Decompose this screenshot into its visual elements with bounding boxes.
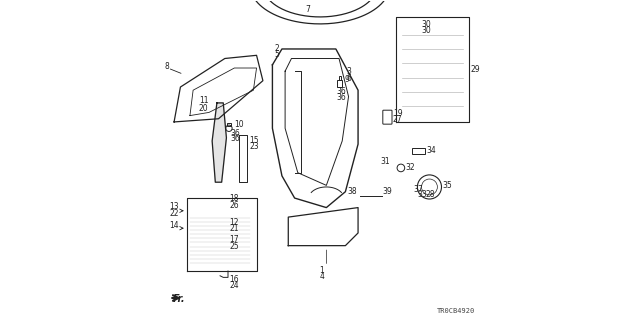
Text: 32: 32 — [406, 164, 415, 172]
Text: 10: 10 — [234, 120, 244, 129]
Text: 7: 7 — [306, 5, 310, 14]
Text: 30: 30 — [422, 20, 431, 29]
Text: 17: 17 — [230, 236, 239, 244]
Text: 38: 38 — [348, 187, 357, 196]
Text: 36: 36 — [230, 134, 240, 143]
Text: 19: 19 — [393, 108, 403, 117]
Text: 20: 20 — [198, 104, 209, 113]
Bar — [339, 76, 340, 80]
Bar — [337, 80, 342, 87]
Text: 36: 36 — [230, 129, 240, 138]
Text: 13: 13 — [170, 202, 179, 211]
Text: 23: 23 — [250, 142, 259, 151]
Text: 36: 36 — [337, 87, 347, 96]
Text: 4: 4 — [319, 272, 324, 281]
Text: 33: 33 — [417, 190, 427, 199]
Text: 30: 30 — [422, 26, 431, 35]
Text: 29: 29 — [470, 65, 480, 74]
Text: 28: 28 — [426, 190, 435, 199]
Text: 37: 37 — [413, 185, 423, 194]
Text: TR0CB4920: TR0CB4920 — [437, 308, 476, 314]
Text: 27: 27 — [393, 115, 403, 124]
Text: 24: 24 — [230, 282, 239, 291]
Text: 26: 26 — [230, 201, 239, 210]
Text: 36: 36 — [337, 93, 347, 102]
Text: 9: 9 — [345, 75, 349, 84]
Text: 6: 6 — [346, 74, 351, 83]
Text: 11: 11 — [199, 96, 209, 105]
Text: 21: 21 — [230, 224, 239, 233]
Text: 2: 2 — [274, 44, 279, 52]
Text: 5: 5 — [274, 50, 279, 59]
Text: 15: 15 — [250, 136, 259, 145]
Bar — [412, 148, 425, 154]
Polygon shape — [212, 103, 227, 182]
Text: 1: 1 — [319, 266, 324, 275]
Text: 39: 39 — [383, 187, 392, 196]
Text: 22: 22 — [170, 209, 179, 218]
Text: 25: 25 — [230, 242, 239, 251]
Text: 18: 18 — [230, 194, 239, 203]
Text: 14: 14 — [170, 221, 179, 230]
Text: 12: 12 — [230, 218, 239, 227]
Text: 31: 31 — [381, 157, 390, 166]
Text: 16: 16 — [230, 275, 239, 284]
Text: 35: 35 — [442, 181, 452, 190]
Text: 8: 8 — [164, 62, 170, 71]
Text: 3: 3 — [346, 67, 351, 76]
Text: 34: 34 — [426, 146, 436, 155]
Text: Fr.: Fr. — [173, 294, 185, 304]
Bar — [227, 123, 231, 126]
